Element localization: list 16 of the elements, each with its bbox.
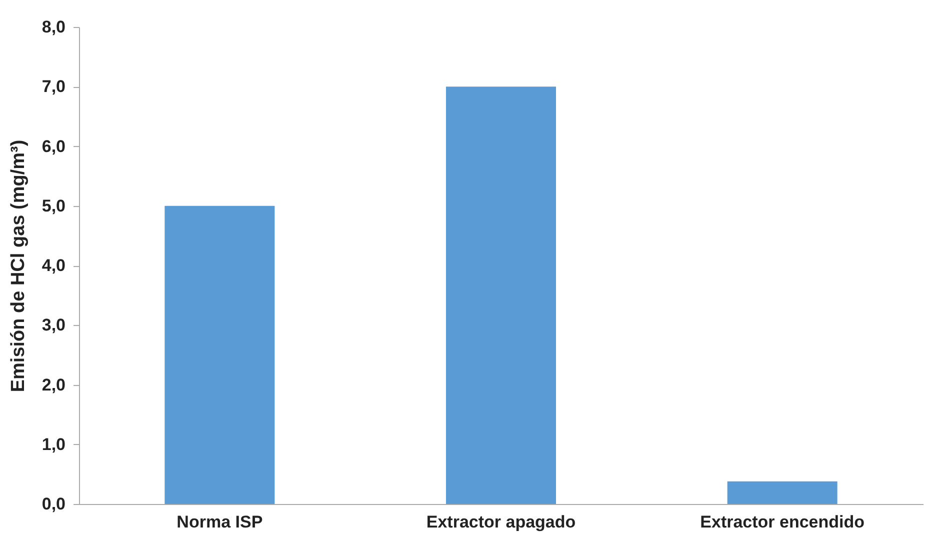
y-axis-title: Emisión de HCl gas (mg/m³) — [8, 140, 29, 392]
y-tick-label: 1,0 — [42, 434, 66, 454]
y-tick-label: 8,0 — [42, 18, 66, 36]
y-tick-label: 6,0 — [42, 136, 66, 156]
bar — [727, 481, 838, 504]
y-tick-label: 4,0 — [42, 256, 66, 275]
y-tick-label: 0,0 — [42, 494, 66, 514]
x-tick-label: Extractor apagado — [426, 512, 576, 532]
x-tick-label: Norma ISP — [176, 512, 263, 532]
y-tick-label: 2,0 — [42, 375, 66, 394]
y-tick-label: 3,0 — [42, 316, 66, 335]
bar — [164, 206, 275, 504]
y-tick-label: 7,0 — [42, 77, 66, 96]
y-tick-label: 5,0 — [42, 196, 66, 216]
bar — [446, 86, 556, 504]
x-tick-label: Extractor encendido — [700, 512, 865, 532]
